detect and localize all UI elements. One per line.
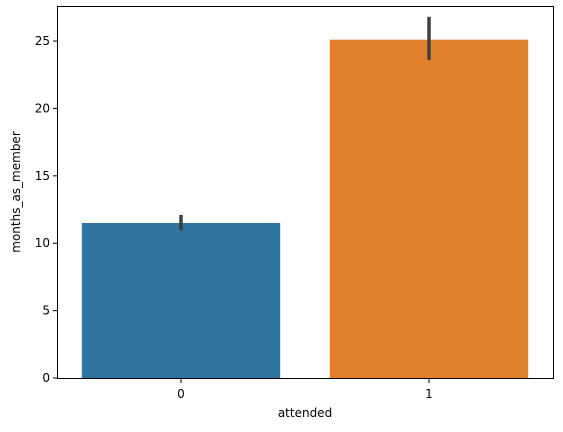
bar-1 [329, 39, 529, 379]
bars-group [81, 39, 529, 379]
y-tick-label-25: 25 [35, 34, 50, 48]
error-bars-group [179, 16, 431, 231]
x-tick-label-0: 0 [177, 387, 185, 401]
plot-frame [57, 6, 554, 379]
y-tick-label-20: 20 [35, 101, 50, 115]
y-tick-label-5: 5 [42, 304, 50, 318]
y-axis-ticks: 0 5 10 15 20 25 [35, 34, 57, 385]
bar-0 [81, 223, 281, 378]
x-axis-label: attended [278, 406, 332, 420]
y-axis-label: months_as_member [9, 131, 23, 253]
y-tick-label-10: 10 [35, 236, 50, 250]
y-tick-label-0: 0 [42, 371, 50, 385]
y-tick-label-15: 15 [35, 169, 50, 183]
x-tick-label-1: 1 [425, 387, 433, 401]
